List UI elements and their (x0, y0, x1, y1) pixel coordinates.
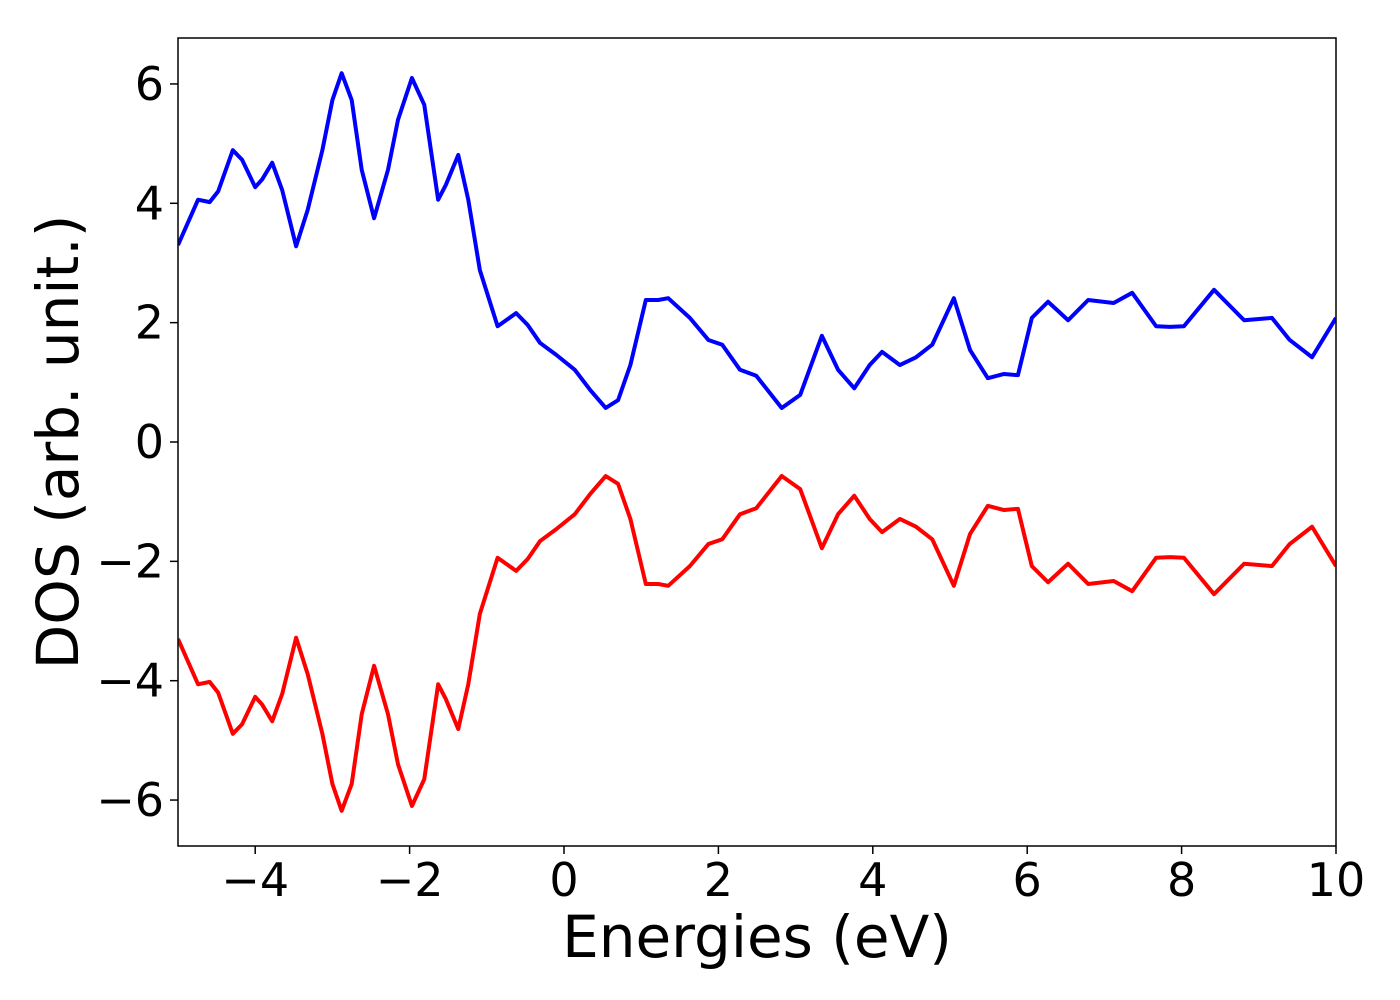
y-tick-label: 2 (135, 296, 164, 350)
plot-frame (177, 37, 1337, 847)
y-tick-label: −2 (96, 534, 164, 588)
x-tick-label: 6 (1013, 853, 1042, 907)
y-axis-label: DOS (arb. unit.) (24, 215, 92, 670)
y-tick-label: 4 (135, 176, 164, 230)
x-tick-label: 2 (704, 853, 733, 907)
x-tick-label: 8 (1167, 853, 1196, 907)
x-tick-label: 10 (1307, 853, 1366, 907)
y-tick-label: −6 (96, 773, 164, 827)
x-tick-label: 4 (858, 853, 887, 907)
dos-line (178, 474, 1336, 813)
x-axis-label: Energies (eV) (562, 903, 952, 971)
y-tick-label: −4 (96, 654, 164, 708)
x-tick-label: −4 (221, 853, 289, 907)
dos-line (178, 71, 1336, 410)
y-tick-label: 6 (135, 57, 164, 111)
x-tick-label: 0 (549, 853, 578, 907)
y-tick-label: 0 (135, 415, 164, 469)
x-tick-label: −2 (376, 853, 444, 907)
